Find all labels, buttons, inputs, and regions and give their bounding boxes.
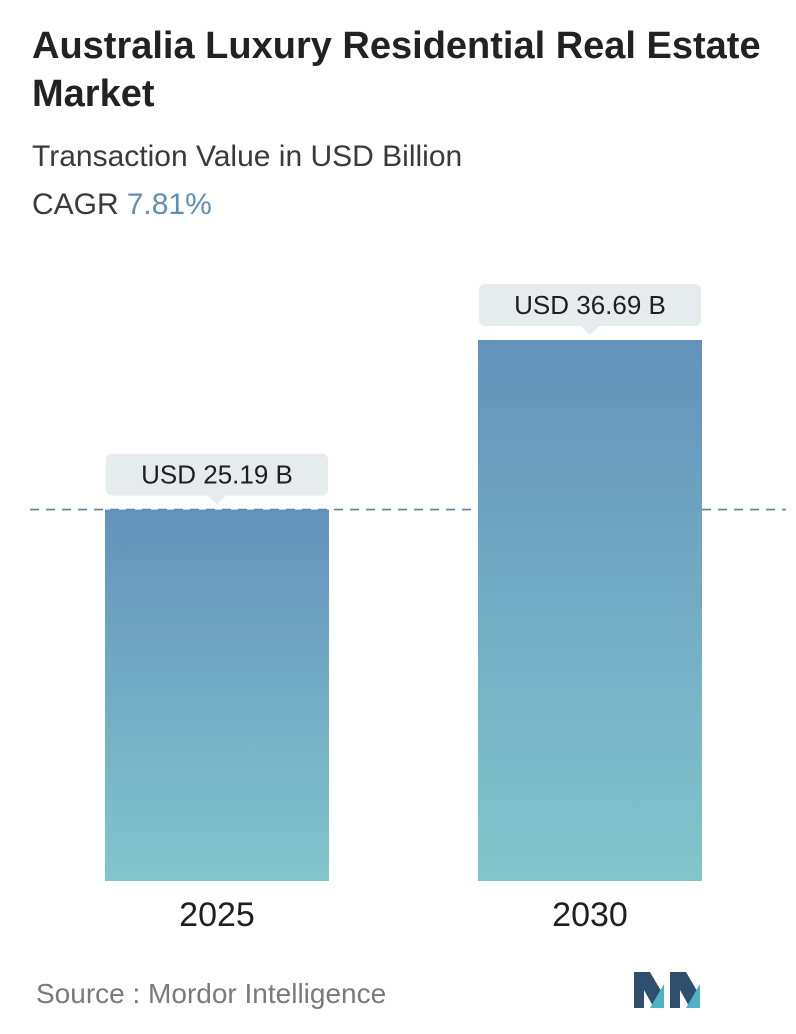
x-tick-label: 2025 [179, 896, 255, 934]
data-label-pointer [208, 495, 226, 505]
bar-chart: USD 25.19 B 2025 USD 36.69 B 2030 [30, 284, 786, 934]
data-label: USD 25.19 B [141, 460, 293, 490]
cagr-line: CAGR 7.81% [32, 188, 212, 222]
bar-2025 [105, 509, 329, 881]
cagr-label: CAGR [32, 188, 119, 221]
data-label-pointer [581, 326, 599, 335]
chart-title: Australia Luxury Residential Real Estate… [32, 25, 761, 115]
data-label-bubble [479, 284, 701, 326]
x-tick-label: 2030 [552, 896, 628, 934]
bar-2030 [478, 340, 702, 881]
data-label: USD 36.69 B [514, 290, 666, 320]
cagr-value: 7.81% [126, 188, 212, 221]
chart-subtitle: Transaction Value in USD Billion [32, 140, 463, 173]
source-label: Source : Mordor Intelligence [36, 978, 387, 1009]
data-label-bubble [106, 453, 328, 496]
mordor-intelligence-logo-icon [634, 972, 700, 1008]
